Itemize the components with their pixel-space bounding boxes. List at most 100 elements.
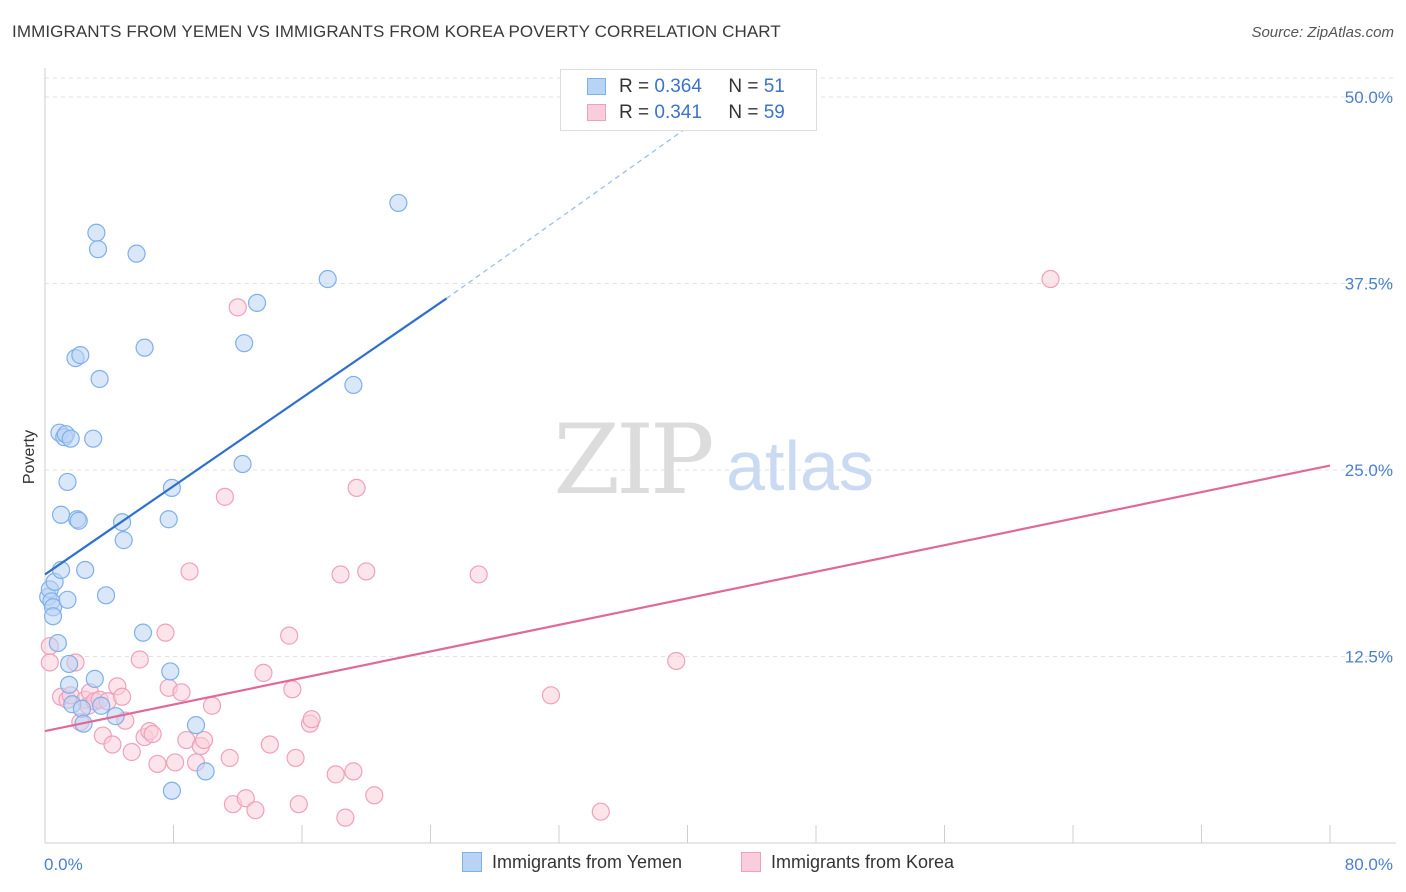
korea-point xyxy=(112,687,132,706)
korea-point xyxy=(541,686,561,705)
korea-trend-line xyxy=(44,464,1331,733)
yemen-point xyxy=(233,454,252,474)
legend-swatch-korea xyxy=(587,104,606,121)
yemen-point xyxy=(247,293,267,312)
yemen-point xyxy=(235,334,254,353)
chart-title: IMMIGRANTS FROM YEMEN VS IMMIGRANTS FROM… xyxy=(12,22,781,41)
legend-n-value: 59 xyxy=(763,102,785,123)
bottom-legend-korea: Immigrants from Korea xyxy=(741,852,954,873)
yemen-point xyxy=(61,429,80,448)
korea-point xyxy=(289,795,308,814)
yemen-point xyxy=(72,699,92,718)
legend-r-label: R = xyxy=(619,102,650,123)
bottom-legend-swatch-yemen xyxy=(462,852,482,872)
yemen-point xyxy=(71,346,90,365)
korea-point xyxy=(254,663,273,683)
legend-r-value: 0.364 xyxy=(654,76,702,97)
korea-point xyxy=(591,802,610,821)
yemen-point xyxy=(59,675,79,694)
y-axis-title: Poverty xyxy=(21,430,38,484)
korea-points xyxy=(40,269,1060,827)
korea-point xyxy=(103,735,122,754)
yemen-trend-extension xyxy=(446,103,721,299)
yemen-point xyxy=(135,338,154,357)
watermark-zip: ZIP xyxy=(553,404,712,516)
korea-point xyxy=(286,748,305,768)
korea-point xyxy=(280,626,299,645)
yemen-point xyxy=(162,781,181,800)
yemen-point xyxy=(43,607,63,626)
korea-point xyxy=(228,298,247,317)
yemen-point xyxy=(389,193,408,213)
korea-point xyxy=(194,730,214,750)
korea-point xyxy=(122,742,141,762)
korea-point xyxy=(40,653,59,672)
yemen-point xyxy=(344,375,363,395)
yemen-point xyxy=(159,510,178,529)
watermark-atlas: atlas xyxy=(726,427,874,505)
korea-point xyxy=(365,786,384,805)
korea-point xyxy=(283,680,302,699)
yemen-point xyxy=(84,429,103,448)
x-tick-labels: 0.0% 80.0% xyxy=(44,855,1393,874)
korea-point xyxy=(260,735,279,754)
yemen-point xyxy=(59,654,79,674)
legend-n-value: 51 xyxy=(763,76,785,97)
yemen-point xyxy=(186,716,206,735)
yemen-point xyxy=(96,586,116,605)
x-tick-label: 80.0% xyxy=(1345,855,1393,874)
korea-point xyxy=(156,623,175,642)
korea-point xyxy=(215,487,234,506)
yemen-point xyxy=(161,662,180,681)
legend-n-label: N = xyxy=(728,76,759,97)
yemen-point xyxy=(85,669,104,688)
bottom-legend-label-korea: Immigrants from Korea xyxy=(771,852,955,872)
korea-point xyxy=(130,650,149,669)
yemen-point xyxy=(318,269,337,289)
trend-lines xyxy=(44,103,1331,733)
korea-point xyxy=(469,565,488,584)
korea-point xyxy=(202,696,222,715)
bottom-legend-swatch-korea xyxy=(741,852,761,872)
x-tick-label: 0.0% xyxy=(44,855,83,874)
korea-point xyxy=(302,710,321,729)
korea-point xyxy=(180,562,199,581)
korea-point xyxy=(344,762,363,781)
axes xyxy=(44,68,1396,844)
korea-point xyxy=(148,754,167,774)
y-tick-label: 37.5% xyxy=(1345,275,1393,294)
legend: R = 0.364 N = 51 R = 0.341 N = 59 xyxy=(560,69,817,131)
yemen-trend-line xyxy=(44,297,448,576)
y-tick-label: 12.5% xyxy=(1345,648,1393,667)
yemen-point xyxy=(87,223,106,242)
korea-point xyxy=(331,565,350,584)
yemen-point xyxy=(88,240,108,259)
yemen-point xyxy=(90,369,109,389)
bottom-legend-yemen: Immigrants from Yemen xyxy=(462,852,682,873)
yemen-point xyxy=(133,623,153,642)
korea-point xyxy=(172,683,191,702)
yemen-point xyxy=(51,505,71,524)
korea-point xyxy=(246,801,265,820)
yemen-point xyxy=(76,560,95,580)
korea-point xyxy=(166,753,185,772)
legend-n-label: N = xyxy=(728,102,759,123)
korea-point xyxy=(220,748,239,768)
korea-point xyxy=(143,724,162,744)
watermark: ZIP atlas xyxy=(553,404,874,516)
legend-swatch-yemen xyxy=(587,78,606,95)
korea-point xyxy=(357,562,376,581)
y-tick-label: 25.0% xyxy=(1345,461,1393,480)
bottom-legend-label-yemen: Immigrants from Yemen xyxy=(492,852,683,872)
yemen-point xyxy=(127,244,146,263)
yemen-point xyxy=(92,696,111,715)
korea-point xyxy=(347,478,366,498)
yemen-point xyxy=(48,633,67,653)
korea-point xyxy=(1041,269,1060,289)
yemen-point xyxy=(114,531,133,550)
yemen-point xyxy=(196,762,215,781)
korea-point xyxy=(326,765,345,784)
y-tick-labels: 12.5% 25.0% 37.5% 50.0% xyxy=(1345,88,1393,667)
y-tick-label: 50.0% xyxy=(1345,88,1393,107)
